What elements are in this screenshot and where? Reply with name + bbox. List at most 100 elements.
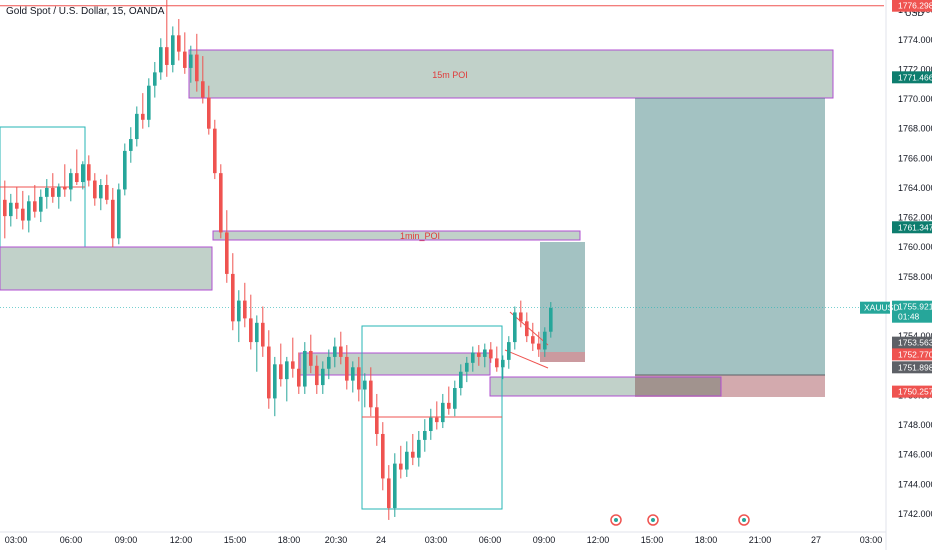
candle-body <box>267 346 271 399</box>
price-badge <box>892 336 932 349</box>
candle-body <box>279 364 283 380</box>
candle-body <box>159 47 163 73</box>
time-tick-label: 18:00 <box>695 535 718 545</box>
candle-body <box>87 164 91 181</box>
candle-body <box>489 349 493 359</box>
candle-body <box>153 72 157 86</box>
candle-body <box>399 463 403 470</box>
time-tick-label: 21:00 <box>749 535 772 545</box>
candle-body <box>177 35 181 52</box>
candle-body <box>141 113 145 120</box>
candle-body <box>387 478 391 509</box>
price-badge-countdown: 01:48 <box>898 312 920 322</box>
candle-body <box>129 139 133 151</box>
candle-body <box>297 368 301 387</box>
candle-body <box>363 380 367 390</box>
candle-body <box>429 417 433 432</box>
price-tick-label: 1762.000 <box>898 213 932 223</box>
poi-1min-zone <box>212 230 581 241</box>
price-tick-label: 1772.000 <box>898 64 932 74</box>
stop-region-small <box>540 352 585 362</box>
candle-body <box>441 402 445 423</box>
symbol-tag-label: XAUUSD <box>864 303 899 313</box>
price-tick-label: 1758.000 <box>898 272 932 282</box>
candle-body <box>39 196 43 212</box>
time-tick-label: 15:00 <box>224 535 247 545</box>
candle-body <box>339 346 343 357</box>
price-badge-label: 1750.257 <box>898 387 932 397</box>
candle-body <box>483 349 487 357</box>
candle-body <box>117 189 121 239</box>
price-tick-label: 1748.000 <box>898 420 932 430</box>
price-badge <box>892 348 932 361</box>
candle-body <box>165 47 169 65</box>
price-badge-label: 1753.563 <box>898 338 932 348</box>
price-badge-label: 1771.466 <box>898 72 932 82</box>
candle-body <box>531 336 535 344</box>
poi-15m-zone <box>188 49 834 99</box>
candle-body <box>123 150 127 190</box>
poi-15m-label: 15m POI <box>432 70 468 80</box>
candle-body <box>459 371 463 389</box>
candle-body <box>525 321 529 337</box>
time-tick-label: 24 <box>376 535 386 545</box>
candle-body <box>507 342 511 360</box>
candle-body <box>201 81 205 98</box>
candle-body <box>351 367 355 381</box>
candle-body <box>273 364 277 399</box>
candle-body <box>189 54 193 68</box>
symbol-header: Gold Spot / U.S. Dollar, 15, OANDA <box>6 6 165 17</box>
candle-body <box>543 331 547 350</box>
target-region-small <box>540 242 585 352</box>
candle-body <box>495 358 499 368</box>
candle-body <box>81 164 85 183</box>
candle-body <box>357 367 361 390</box>
price-badge <box>892 385 932 398</box>
candle-body <box>207 97 211 129</box>
time-tick-label: 03:00 <box>5 535 28 545</box>
economic-event-icon-center <box>651 518 655 522</box>
candle-body <box>375 407 379 434</box>
price-badge-label: 1751.898 <box>898 362 932 372</box>
price-tick-label: 1746.000 <box>898 450 932 460</box>
candle-body <box>423 431 427 440</box>
candle-body <box>291 361 295 369</box>
time-tick-label: 15:00 <box>641 535 664 545</box>
price-tick-label: 1766.000 <box>898 153 932 163</box>
candle-body <box>513 312 517 343</box>
candle-body <box>9 202 13 217</box>
candle-body <box>27 201 31 221</box>
currency-label: USD <box>905 8 925 18</box>
candle-body <box>471 352 475 363</box>
candle-body <box>327 356 331 369</box>
time-tick-label: 12:00 <box>170 535 193 545</box>
candle-body <box>381 433 385 479</box>
candle-body <box>261 322 265 347</box>
candle-body <box>243 300 247 319</box>
candle-body <box>315 365 319 386</box>
price-badge <box>892 300 932 323</box>
candle-body <box>417 439 421 458</box>
symbol-tag <box>860 301 890 314</box>
economic-event-icon-center <box>742 518 746 522</box>
candle-body <box>111 199 115 239</box>
price-badge <box>892 71 932 84</box>
time-tick-label: 18:00 <box>278 535 301 545</box>
price-tick-label: 1742.000 <box>898 509 932 519</box>
price-tick-label: 1768.000 <box>898 124 932 134</box>
candle-body <box>249 318 253 343</box>
candle-body <box>171 35 175 65</box>
candle-body <box>51 187 55 197</box>
candle-body <box>15 202 19 209</box>
candle-body <box>519 312 523 322</box>
candle-body <box>105 184 109 200</box>
price-tick-label: 1774.000 <box>898 35 932 45</box>
poi-1min-label: 1min_POI <box>400 231 440 241</box>
candle-body <box>477 352 481 357</box>
candle-body <box>321 368 325 386</box>
candle-body <box>135 113 139 140</box>
candle-body <box>219 173 223 233</box>
candle-body <box>3 199 7 217</box>
candle-body <box>549 308 553 332</box>
